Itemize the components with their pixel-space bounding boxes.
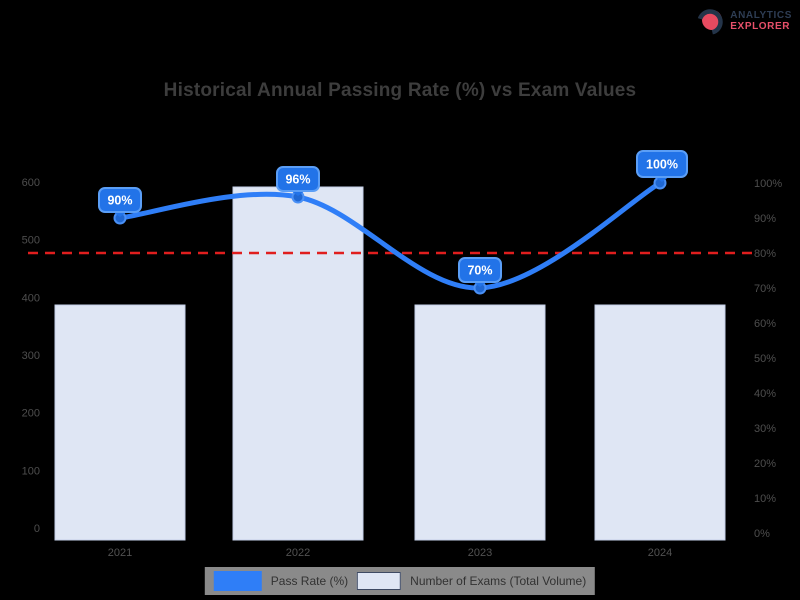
bar xyxy=(594,304,726,541)
legend-label-line: Pass Rate (%) xyxy=(270,574,349,588)
left-axis-tick-label: 200 xyxy=(22,408,40,420)
legend-label-bar: Number of Exams (Total Volume) xyxy=(410,574,587,588)
right-axis-tick-label: 10% xyxy=(754,493,776,505)
x-axis-category-label: 2023 xyxy=(468,547,492,559)
right-axis-tick-label: 50% xyxy=(754,353,776,365)
right-axis-tick-label: 30% xyxy=(754,423,776,435)
data-label-badge xyxy=(458,257,502,283)
x-axis-category-label: 2021 xyxy=(108,547,132,559)
left-axis-tick-label: 100 xyxy=(22,465,40,477)
data-label-badge xyxy=(98,187,142,213)
left-axis-tick-label: 600 xyxy=(22,177,40,189)
data-label-text: 70% xyxy=(467,264,492,278)
data-label-text: 96% xyxy=(285,173,310,187)
left-axis-tick-label: 400 xyxy=(22,292,40,304)
brand-logo: ANALYTICS EXPLORER xyxy=(696,6,792,36)
data-label-badge xyxy=(636,150,688,178)
right-axis-tick-label: 100% xyxy=(754,178,782,190)
left-axis-tick-label: 500 xyxy=(22,235,40,247)
brand-logo-line2: EXPLORER xyxy=(730,21,791,32)
right-axis-tick-label: 60% xyxy=(754,318,776,330)
x-axis-category-label: 2024 xyxy=(648,547,672,559)
chart-title: Historical Annual Passing Rate (%) vs Ex… xyxy=(163,80,637,101)
right-axis-tick-label: 70% xyxy=(754,283,776,295)
trend-line xyxy=(117,180,663,291)
left-axis-tick-label: 300 xyxy=(22,350,40,362)
x-axis-category-label: 2022 xyxy=(286,547,310,559)
left-axis-tick-label: 0 xyxy=(34,523,40,535)
right-axis-tick-label: 80% xyxy=(754,248,776,260)
bar xyxy=(232,186,364,541)
right-axis-tick-label: 40% xyxy=(754,388,776,400)
data-label-text: 90% xyxy=(107,194,132,208)
bar xyxy=(54,304,186,541)
data-label-text: 100% xyxy=(646,158,678,172)
bar xyxy=(414,304,546,541)
right-axis-tick-label: 20% xyxy=(754,458,776,470)
right-axis-tick-label: 0% xyxy=(754,528,770,540)
brand-logo-line1: ANALYTICS xyxy=(730,10,792,21)
legend-swatch-bar xyxy=(357,572,402,590)
brand-logo-text: ANALYTICS EXPLORER xyxy=(730,10,792,32)
legend-swatch-line xyxy=(213,571,262,591)
legend: Pass Rate (%) Number of Exams (Total Vol… xyxy=(204,567,596,595)
data-label-badge xyxy=(276,166,320,192)
right-axis-tick-label: 90% xyxy=(754,213,776,225)
brand-logo-icon xyxy=(697,9,724,35)
